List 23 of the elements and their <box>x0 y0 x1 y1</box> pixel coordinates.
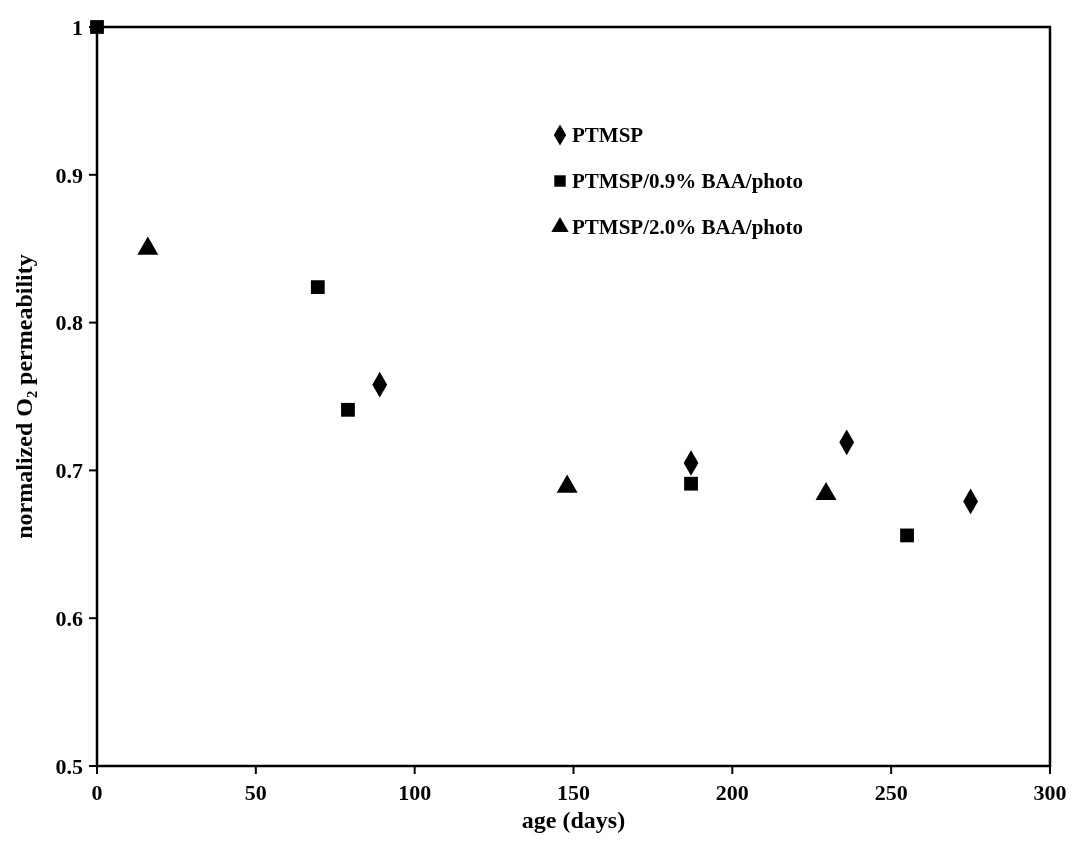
y-tick-label: 0.8 <box>55 310 83 336</box>
point <box>684 476 698 491</box>
y-axis-title: normalized O₂ permeability <box>11 254 37 539</box>
y-tick-label: 0.9 <box>55 162 83 188</box>
legend-label: PTMSP/0.9% BAA/photo <box>572 169 804 194</box>
point <box>310 280 325 295</box>
point <box>900 528 914 543</box>
y-tick-label: 0.7 <box>55 458 83 484</box>
legend-label: PTMSP <box>572 123 644 148</box>
x-tick-label: 300 <box>1033 780 1067 805</box>
x-tick-label: 250 <box>874 780 908 805</box>
point <box>90 20 104 34</box>
y-tick-label: 0.6 <box>55 605 83 631</box>
y-tick-label: 1 <box>72 14 83 40</box>
x-tick-label: 150 <box>557 780 590 805</box>
x-tick-label: 50 <box>244 780 267 805</box>
legend-label: PTMSP/2.0% BAA/photo <box>572 215 804 240</box>
x-tick-label: 0 <box>91 780 103 805</box>
x-axis-title: age (days) <box>521 807 626 833</box>
point <box>341 402 355 417</box>
y-tick-label: 0.5 <box>55 753 83 779</box>
x-tick-label: 100 <box>398 780 432 805</box>
x-tick-label: 200 <box>715 780 749 805</box>
